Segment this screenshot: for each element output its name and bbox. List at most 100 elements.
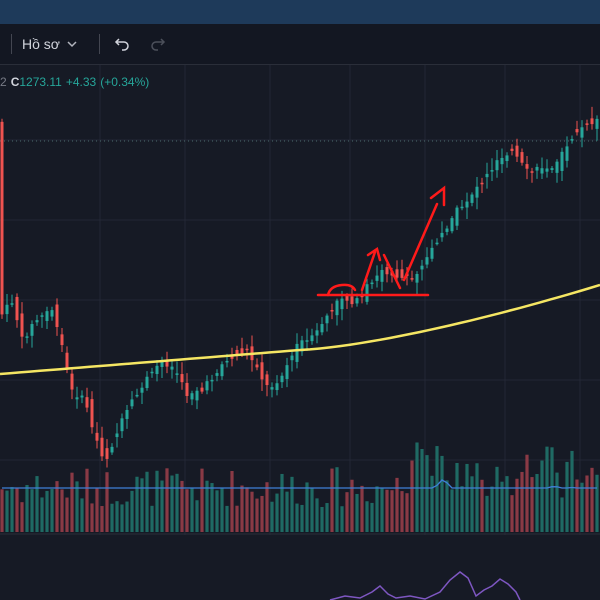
volume-bar — [35, 476, 39, 532]
volume-bar — [350, 479, 354, 532]
candle-body — [365, 284, 369, 302]
volume-bar — [270, 501, 274, 532]
toolbar-divider — [11, 34, 12, 54]
redo-button[interactable] — [147, 34, 169, 54]
volume-bar — [135, 476, 139, 532]
volume-bar — [45, 490, 49, 532]
candle-body — [335, 300, 339, 316]
candle-body — [445, 228, 449, 232]
volume-bar — [480, 479, 484, 532]
candle-body — [570, 139, 574, 141]
candle-body — [475, 186, 479, 198]
volume-bar — [280, 473, 284, 532]
volume-bar — [190, 488, 194, 532]
candle-body — [590, 118, 594, 125]
profile-dropdown-button[interactable]: Hồ sơ — [22, 33, 78, 55]
candle-body — [20, 313, 24, 337]
candle-body — [25, 336, 29, 338]
volume-bar — [455, 462, 459, 532]
candle-body — [15, 296, 19, 321]
volume-bar — [355, 493, 359, 532]
volume-bar — [590, 467, 594, 532]
candle-body — [110, 446, 114, 453]
candle-body — [385, 267, 389, 275]
candle-body — [330, 310, 334, 312]
candle-body — [100, 437, 104, 457]
candle-body — [340, 298, 344, 310]
volume-bar — [580, 482, 584, 532]
candle-body — [535, 166, 539, 171]
volume-bar — [180, 480, 184, 532]
volume-bar — [80, 498, 84, 532]
volume-series — [0, 442, 599, 532]
candle-body — [185, 382, 189, 397]
candle-body — [395, 269, 399, 278]
candle-body — [580, 127, 584, 138]
price-chart — [0, 65, 600, 600]
candle-body — [470, 194, 474, 203]
candle-body — [30, 324, 34, 336]
candle-body — [410, 278, 414, 280]
volume-bar — [75, 481, 79, 532]
volume-bar — [425, 455, 429, 532]
volume-bar — [100, 506, 104, 532]
volume-bar — [395, 477, 399, 532]
volume-bar — [20, 502, 24, 532]
volume-bar — [265, 482, 269, 532]
candle-body — [180, 374, 184, 383]
candle-body — [5, 304, 9, 315]
volume-bar — [325, 503, 329, 532]
volume-bar — [275, 493, 279, 532]
candle-body — [350, 296, 354, 305]
candle-body — [370, 282, 374, 285]
volume-bar — [245, 487, 249, 532]
volume-bar — [10, 487, 14, 532]
legend-close-value: 1273.11 — [19, 75, 62, 89]
volume-bar — [490, 486, 494, 532]
volume-bar — [575, 479, 579, 532]
volume-bar — [60, 489, 64, 532]
volume-bar — [65, 497, 69, 532]
volume-bar — [225, 505, 229, 532]
candle-body — [200, 387, 204, 392]
profile-label: Hồ sơ — [22, 36, 60, 52]
volume-bar — [235, 505, 239, 532]
volume-bar — [195, 500, 199, 532]
volume-bar — [500, 481, 504, 532]
candle-body — [425, 257, 429, 265]
volume-bar — [540, 460, 544, 532]
candle-body — [175, 373, 179, 375]
volume-bar — [120, 504, 124, 532]
candle-body — [440, 232, 444, 238]
candle-body — [50, 310, 54, 317]
volume-bar — [495, 466, 499, 532]
volume-bar — [375, 486, 379, 532]
candle-body — [595, 118, 599, 129]
candle-body — [430, 247, 434, 259]
candle-body — [525, 164, 529, 169]
candle-body — [205, 381, 209, 391]
volume-bar — [445, 480, 449, 532]
legend-close-label: C — [10, 75, 20, 89]
volume-bar — [220, 487, 224, 532]
chart-grid — [0, 65, 600, 535]
candle-body — [360, 295, 364, 298]
volume-bar — [85, 468, 89, 532]
volume-bar — [335, 467, 339, 532]
candle-body — [150, 371, 154, 374]
oscillator-line — [329, 571, 521, 600]
volume-bar — [320, 506, 324, 532]
candle-body — [495, 160, 499, 171]
undo-button[interactable] — [111, 34, 133, 54]
volume-bar — [215, 490, 219, 532]
candle-body — [55, 304, 59, 328]
volume-bar — [130, 490, 134, 532]
volume-bar — [15, 487, 19, 532]
candle-body — [270, 387, 274, 390]
volume-bar — [0, 489, 4, 532]
volume-bar — [370, 502, 374, 532]
volume-bar — [460, 486, 464, 532]
candle-body — [80, 395, 84, 398]
toolbar-divider — [99, 34, 100, 54]
candle-body — [450, 218, 454, 232]
